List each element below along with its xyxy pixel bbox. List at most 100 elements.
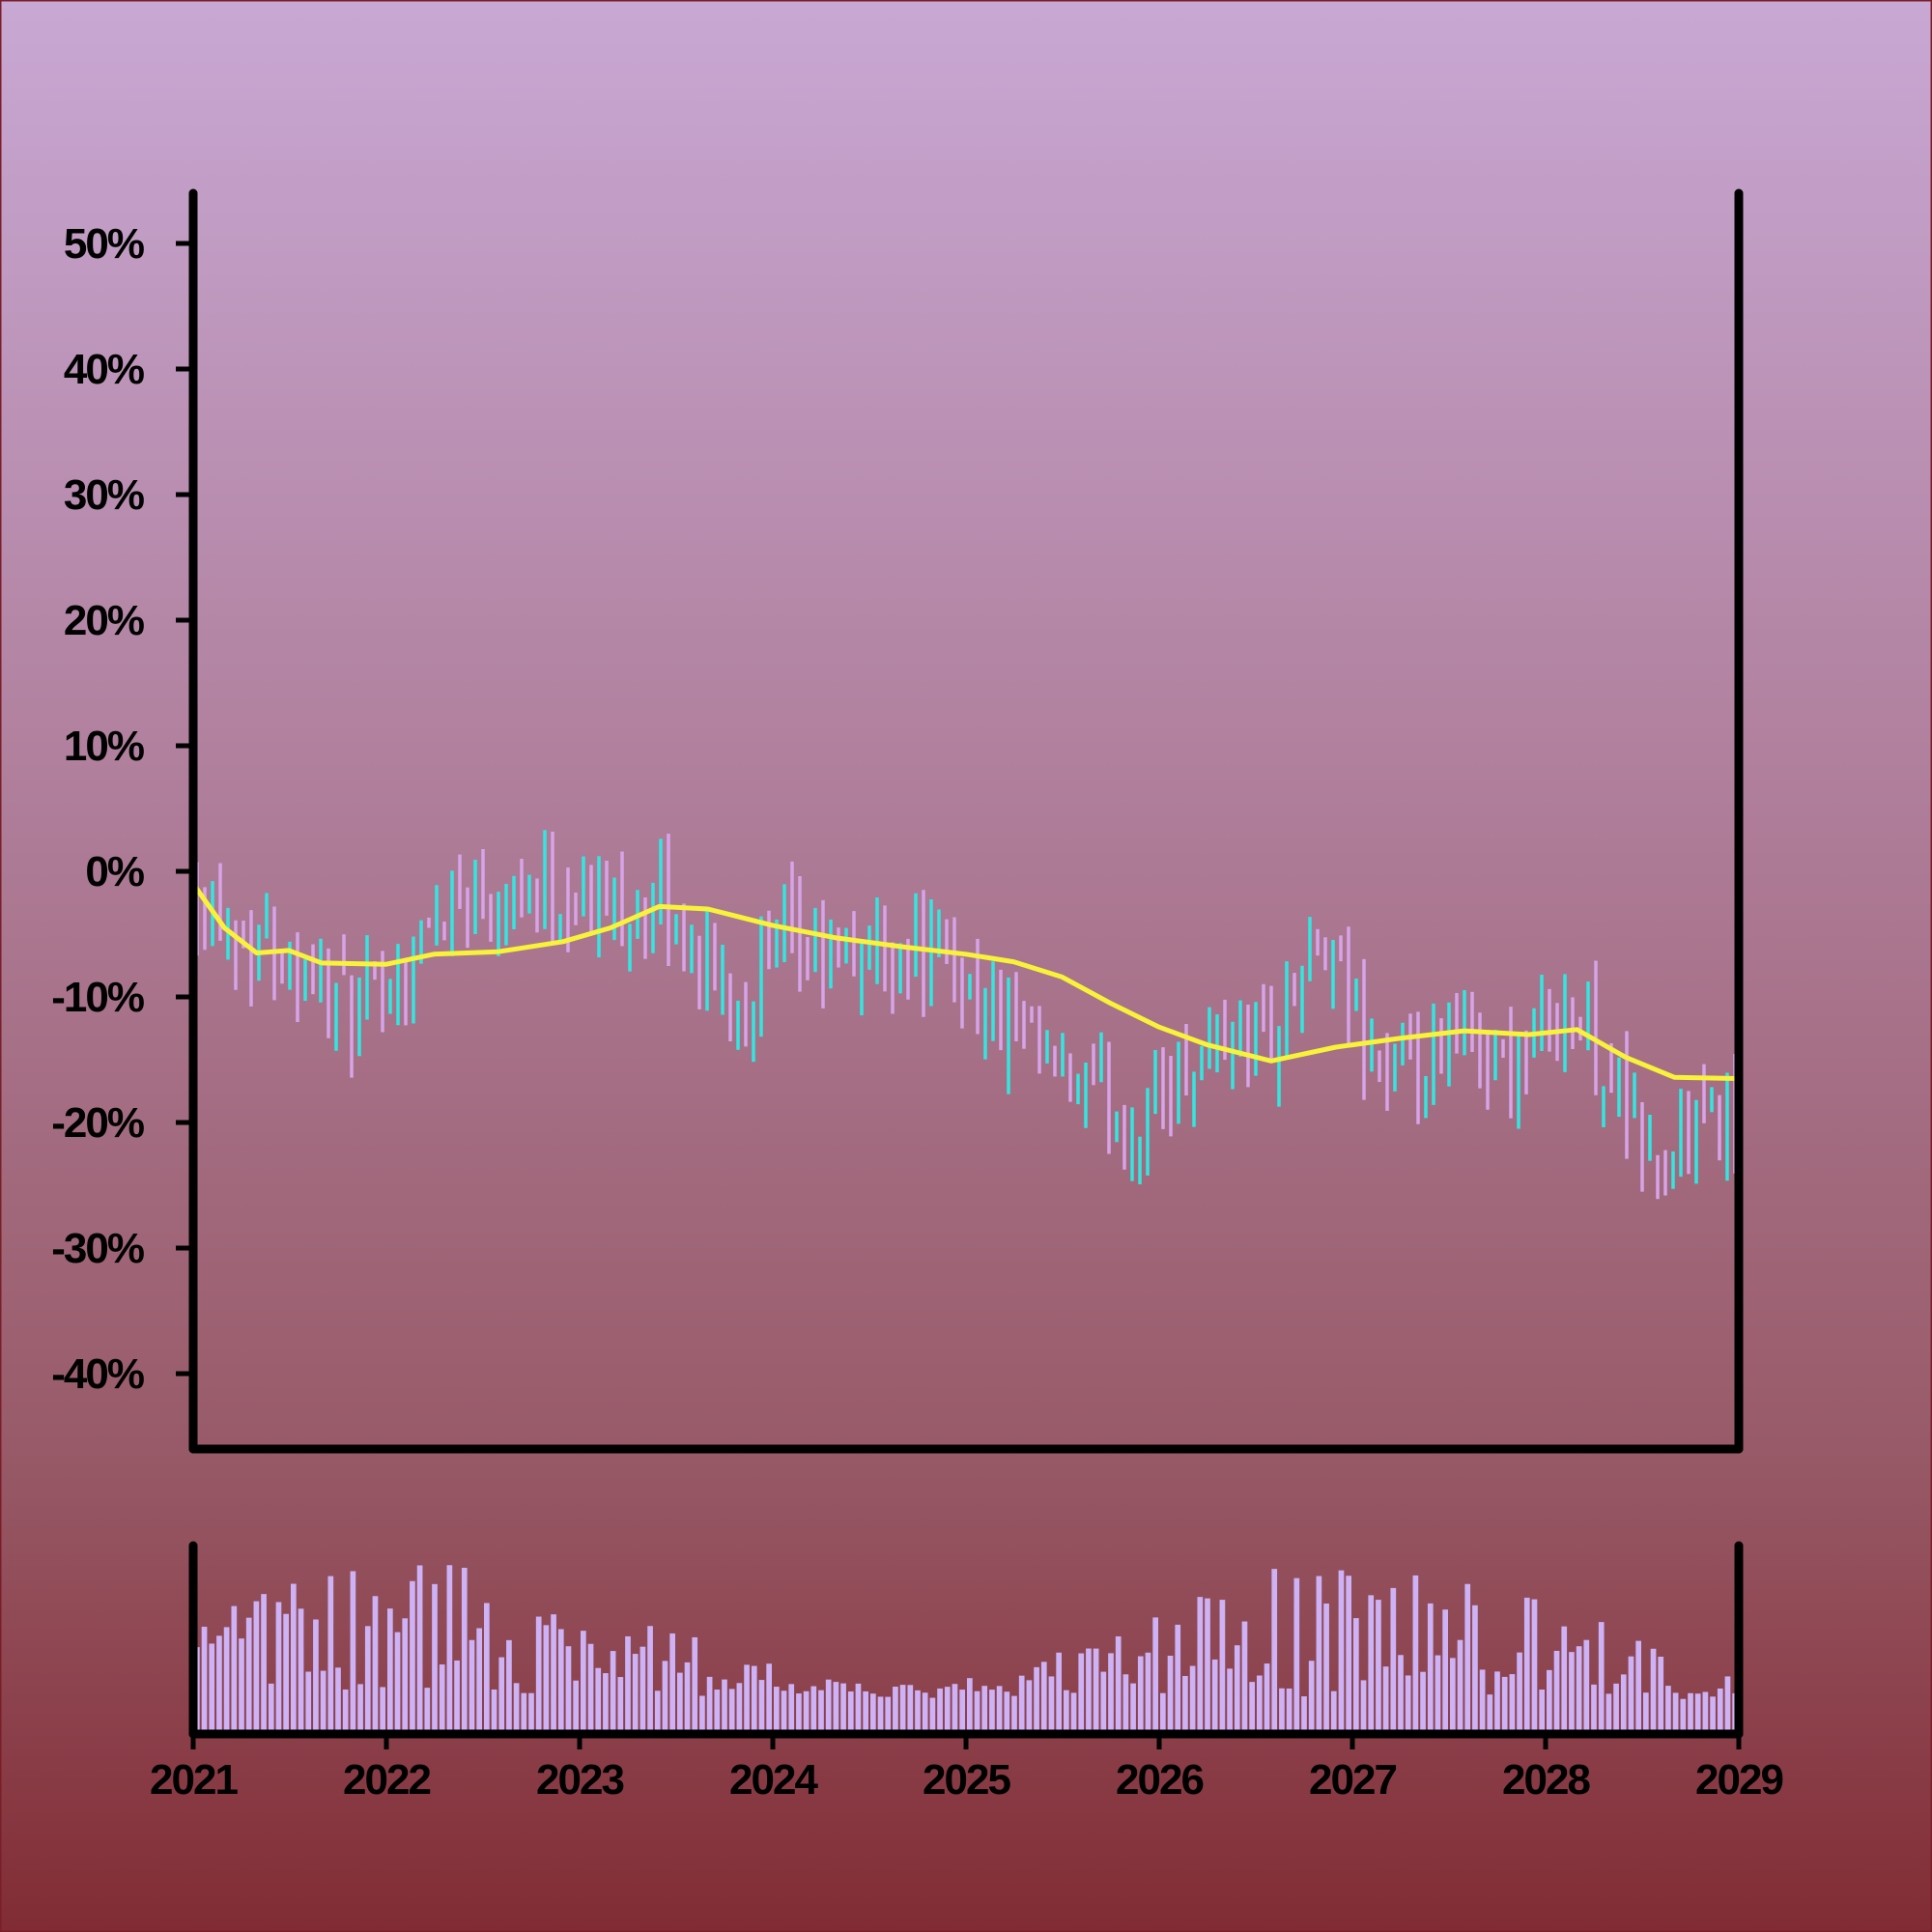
volume-bar — [380, 1687, 385, 1734]
volume-bar — [810, 1686, 817, 1734]
volume-bar — [1620, 1674, 1627, 1734]
volume-bar — [1457, 1639, 1463, 1734]
volume-bar — [1308, 1661, 1315, 1734]
volume-bar — [327, 1576, 334, 1734]
volume-bar — [1724, 1676, 1731, 1734]
volume-bar — [1435, 1655, 1441, 1734]
volume-bar — [491, 1689, 497, 1734]
y-tick-label: -40% — [51, 1350, 144, 1398]
volume-bar — [1323, 1603, 1329, 1734]
volume-bar — [967, 1678, 973, 1734]
volume-bar — [728, 1689, 735, 1734]
volume-bar — [253, 1601, 260, 1734]
volume-bar — [1717, 1688, 1723, 1734]
volume-bar — [1086, 1648, 1092, 1734]
volume-bar — [342, 1689, 349, 1734]
volume-bar — [1710, 1696, 1716, 1734]
volume-bar — [1197, 1597, 1204, 1734]
volume-bar — [1338, 1570, 1345, 1734]
volume-bar — [1175, 1624, 1181, 1734]
volume-bar — [1368, 1595, 1375, 1734]
volume-bar — [432, 1583, 438, 1734]
volume-bar — [1011, 1695, 1017, 1734]
volume-bar — [1517, 1652, 1522, 1734]
volume-bar — [1702, 1691, 1709, 1734]
volume-bar — [1271, 1569, 1278, 1734]
volume-bar — [1501, 1676, 1508, 1734]
volume-bar — [1130, 1683, 1136, 1734]
volume-bar — [1509, 1674, 1516, 1734]
volume-bar — [1665, 1686, 1671, 1734]
volume-bar — [1257, 1675, 1263, 1734]
volume-bar — [387, 1608, 393, 1734]
volume-bar — [610, 1651, 616, 1734]
volume-bar — [216, 1635, 222, 1734]
volume-bar — [1152, 1617, 1158, 1734]
volume-bar — [959, 1690, 965, 1734]
volume-bar — [364, 1626, 371, 1734]
volume-bar — [1576, 1646, 1582, 1734]
volume-bar — [1211, 1659, 1218, 1734]
volume-bar — [647, 1626, 653, 1734]
volume-bar — [796, 1693, 802, 1734]
volume-bar — [766, 1663, 772, 1734]
volume-bar — [1523, 1597, 1530, 1734]
y-tick-label: 20% — [64, 597, 144, 644]
volume-bar — [818, 1690, 824, 1734]
volume-bar — [1658, 1656, 1664, 1734]
volume-bar — [201, 1626, 208, 1734]
volume-bar — [870, 1693, 876, 1734]
volume-bar — [1205, 1598, 1210, 1734]
volume-bar — [1048, 1676, 1055, 1734]
volume-bar — [1450, 1658, 1456, 1734]
x-tick-label: 2021 — [150, 1756, 238, 1804]
volume-bar — [209, 1643, 215, 1734]
volume-bar — [291, 1583, 297, 1734]
volume-bar — [1064, 1690, 1069, 1734]
volume-bar — [305, 1671, 312, 1734]
volume-bar — [245, 1617, 252, 1734]
volume-bar — [1219, 1600, 1226, 1734]
volume-bar — [714, 1690, 721, 1734]
volume-bar — [744, 1664, 750, 1734]
volume-bar — [283, 1613, 289, 1734]
volume-bar — [1598, 1622, 1605, 1734]
volume-bar — [1264, 1663, 1270, 1734]
volume-bars — [194, 1565, 1738, 1734]
volume-bar — [498, 1657, 505, 1734]
volume-bar — [461, 1567, 468, 1734]
volume-bar — [1249, 1682, 1255, 1734]
volume-bar — [223, 1627, 230, 1734]
volume-bar — [654, 1690, 661, 1734]
volume-bar — [1420, 1671, 1426, 1734]
volume-bar — [899, 1685, 906, 1734]
volume-bar — [1569, 1652, 1575, 1734]
x-axis-ticks: 2021 2022 2023 2024 2025 2026 2027 2028 2029 — [150, 1734, 1784, 1804]
volume-bar — [669, 1633, 675, 1734]
volume-bar — [1279, 1688, 1285, 1734]
y-tick-label: 50% — [64, 220, 144, 268]
x-tick-label: 2023 — [536, 1756, 623, 1804]
y-tick-label: 0% — [85, 848, 143, 895]
volume-bar — [551, 1614, 556, 1734]
volume-bar — [847, 1690, 854, 1734]
volume-bar — [350, 1571, 356, 1734]
volume-bar — [1442, 1609, 1448, 1734]
ohlc-bars — [195, 830, 1737, 1200]
volume-bar — [1241, 1621, 1248, 1734]
volume-bar — [1487, 1694, 1493, 1734]
x-tick-label: 2025 — [923, 1756, 1010, 1804]
volume-bar — [915, 1690, 921, 1734]
volume-bar — [1346, 1576, 1351, 1734]
volume-bar — [952, 1684, 958, 1734]
volume-bar — [1427, 1603, 1434, 1734]
volume-bar — [840, 1683, 846, 1734]
volume-bar — [1301, 1696, 1307, 1734]
volume-bar — [662, 1661, 668, 1734]
volume-bar — [855, 1683, 862, 1734]
volume-bar — [543, 1625, 550, 1734]
volume-bar — [261, 1594, 267, 1734]
x-tick-label: 2027 — [1309, 1756, 1396, 1804]
volume-bar — [557, 1629, 564, 1734]
